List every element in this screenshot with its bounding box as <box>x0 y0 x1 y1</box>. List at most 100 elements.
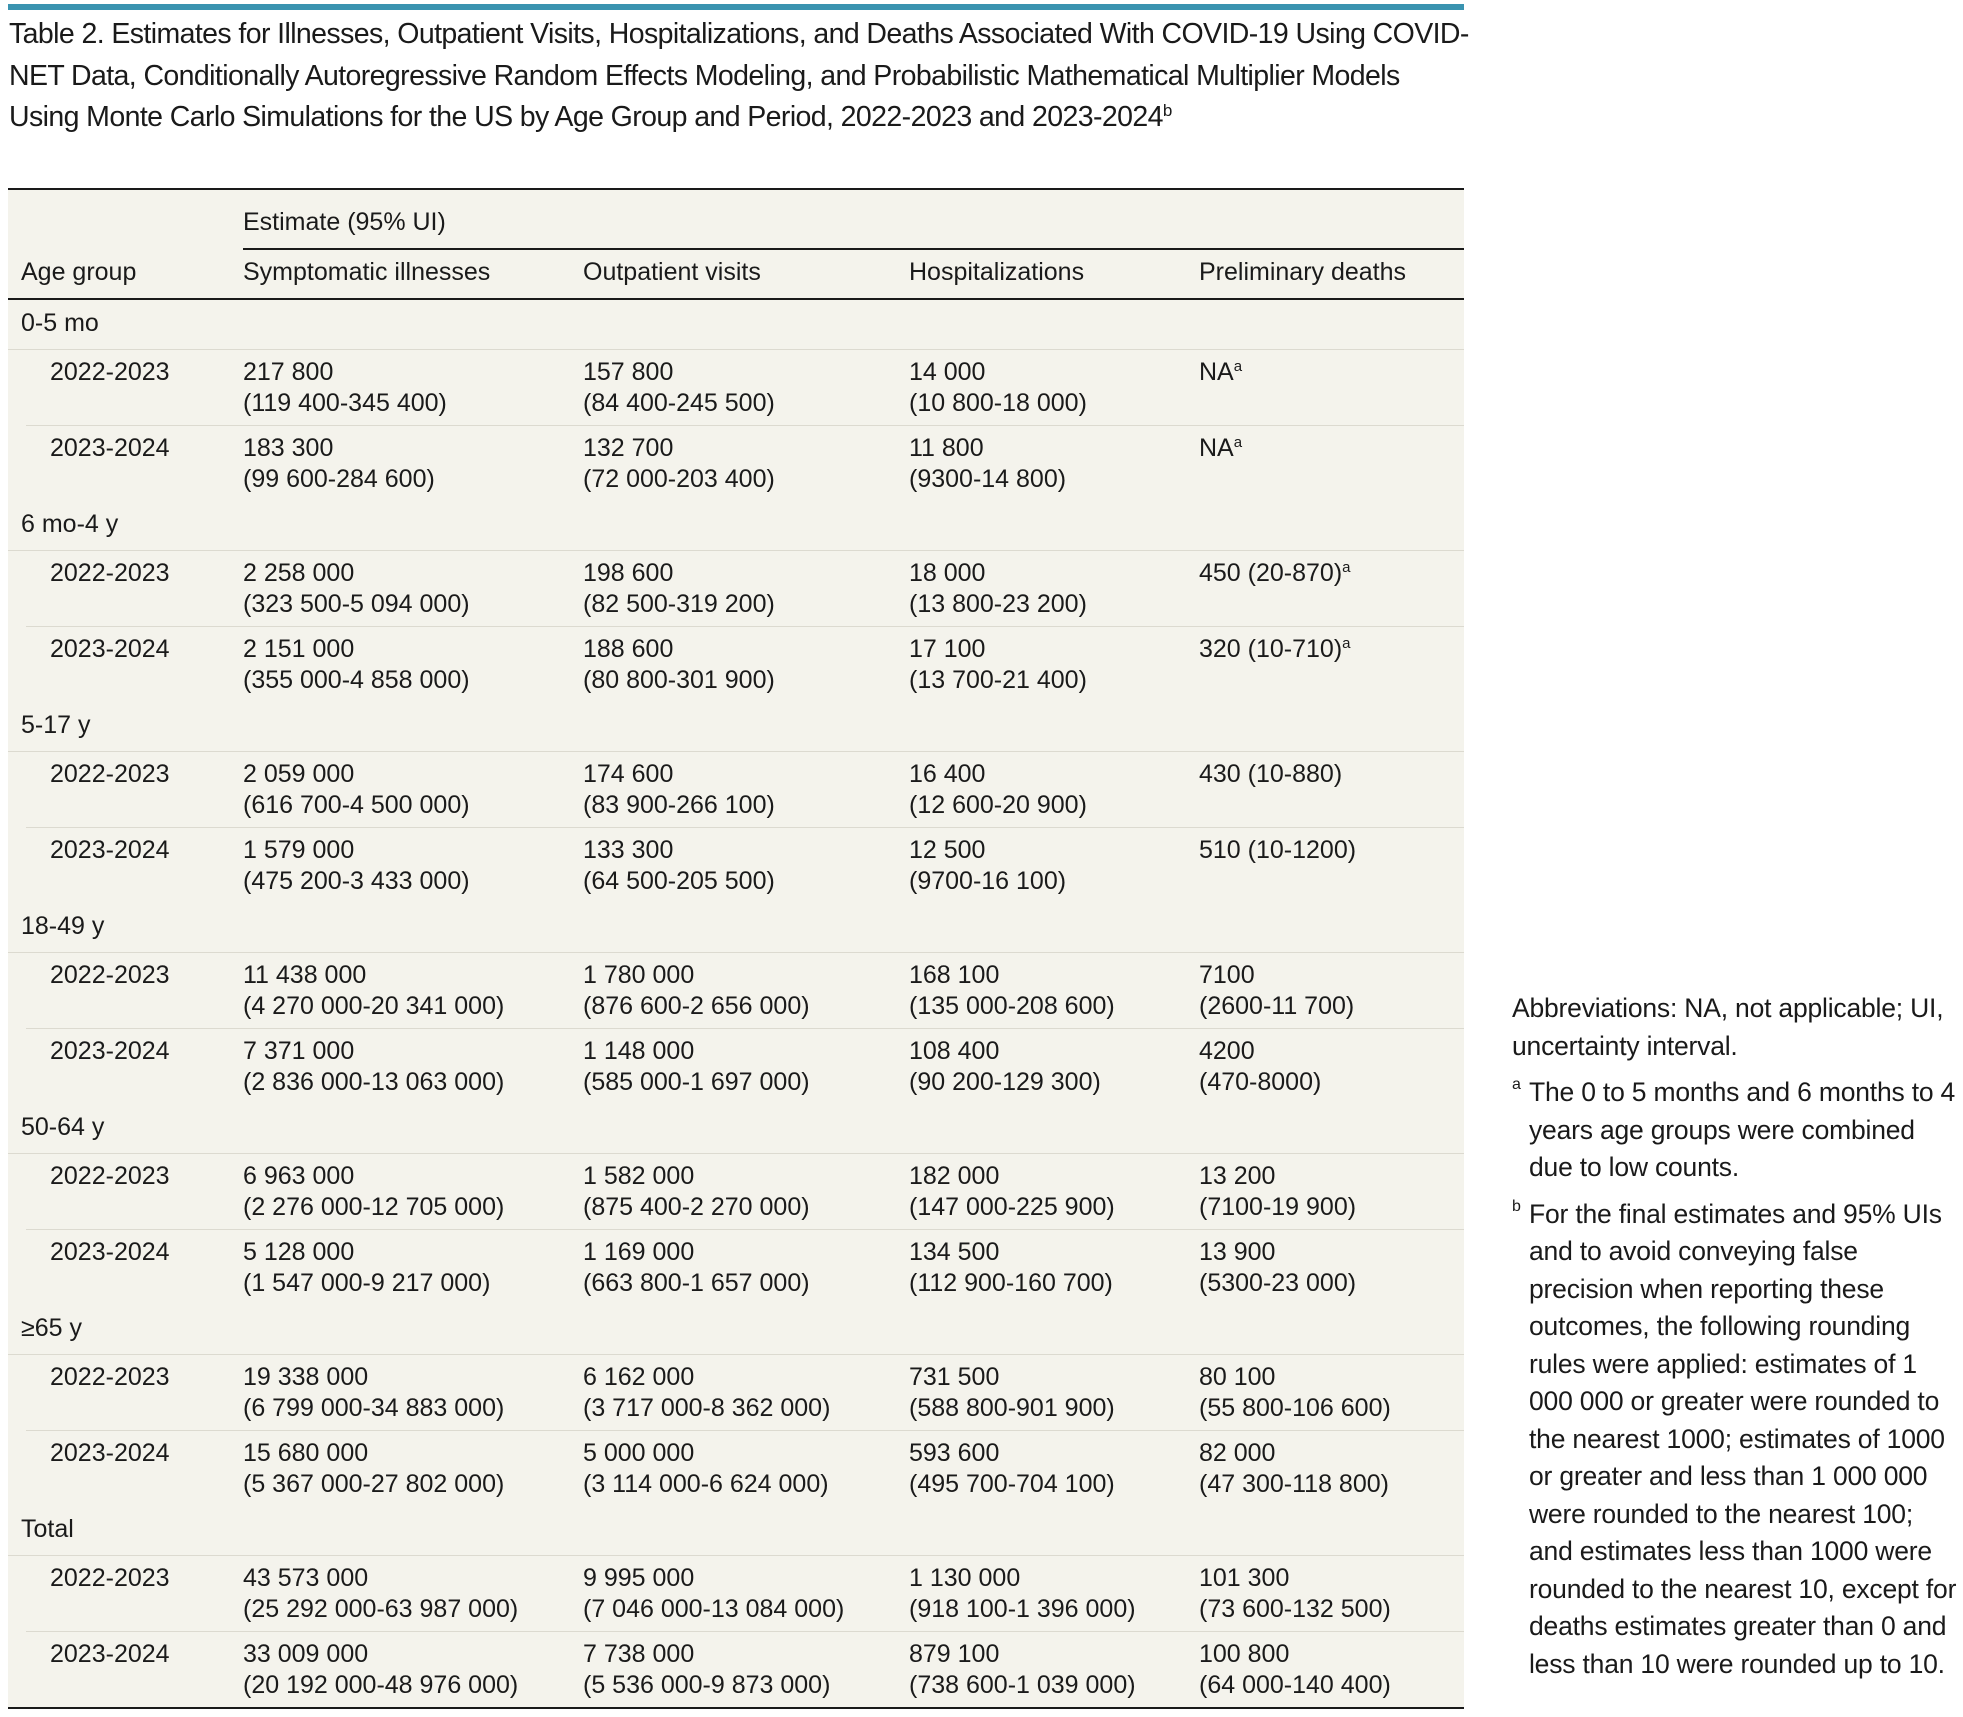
footnote-text: The 0 to 5 months and 6 months to 4 year… <box>1529 1077 1956 1182</box>
estimate-value: 14 000 <box>909 358 986 386</box>
uncertainty-interval: (3 114 000-6 624 000) <box>583 1470 829 1498</box>
age-group-label: 0-5 mo <box>21 309 99 337</box>
table-row: 2022-2023 11 438 000 (4 270 000-20 341 000… <box>26 953 1464 1029</box>
preliminary-deaths-cell: NAa <box>1199 357 1242 388</box>
uncertainty-interval: (135 000-208 600) <box>909 992 1115 1020</box>
table-row: 2022-2023 2 059 000 (616 700-4 500 000) 174… <box>26 752 1464 828</box>
estimate-value: 16 400 <box>909 760 986 788</box>
uncertainty-interval: (9700-16 100) <box>909 867 1067 895</box>
outpatient-visits-cell: 1 582 000 (875 400-2 270 000) <box>583 1161 810 1223</box>
spanning-header-rule <box>243 248 1464 250</box>
estimate-value: 2 151 000 <box>243 635 355 663</box>
uncertainty-interval: (82 500-319 200) <box>583 590 775 618</box>
estimate-value: 18 000 <box>909 559 986 587</box>
estimate-value: 15 680 000 <box>243 1439 369 1467</box>
uncertainty-interval: (588 800-901 900) <box>909 1394 1115 1422</box>
uncertainty-interval: (12 600-20 900) <box>909 791 1087 819</box>
uncertainty-interval: (5 536 000-9 873 000) <box>583 1671 831 1699</box>
footnote-mark: a <box>1342 559 1351 576</box>
estimate-value: 1 148 000 <box>583 1037 695 1065</box>
preliminary-deaths-cell: 82 000 (47 300-118 800) <box>1199 1438 1389 1500</box>
estimate-value: 6 963 000 <box>243 1162 355 1190</box>
uncertainty-interval: (470-8000) <box>1199 1068 1322 1096</box>
footnote-text: For the final estimates and 95% UIs and … <box>1529 1198 1957 1679</box>
preliminary-deaths-cell: 13 200 (7100-19 900) <box>1199 1161 1356 1223</box>
period-label: 2022-2023 <box>50 961 170 989</box>
age-group-rows: 2022-2023 6 963 000 (2 276 000-12 705 000)… <box>8 1154 1464 1305</box>
outpatient-visits-cell: 174 600 (83 900-266 100) <box>583 759 775 821</box>
preliminary-deaths-cell: 4200 (470-8000) <box>1199 1036 1321 1098</box>
estimate-value: 879 100 <box>909 1640 1000 1668</box>
estimate-value: 174 600 <box>583 760 674 788</box>
uncertainty-interval: (47 300-118 800) <box>1199 1470 1389 1498</box>
estimate-value: 17 100 <box>909 635 986 663</box>
age-group-row: ≥65 y <box>8 1305 1464 1355</box>
estimate-value: 1 582 000 <box>583 1162 695 1190</box>
estimate-value: 198 600 <box>583 559 674 587</box>
estimate-value: 450 (20-870) <box>1199 559 1343 587</box>
preliminary-deaths-cell: 100 800 (64 000-140 400) <box>1199 1639 1391 1701</box>
estimate-value: 5 000 000 <box>583 1439 695 1467</box>
hospitalizations-cell: 879 100 (738 600-1 039 000) <box>909 1639 1136 1701</box>
estimate-value: 134 500 <box>909 1238 1000 1266</box>
table-row: 2023-2024 1 579 000 (475 200-3 433 000) 133… <box>26 828 1464 903</box>
table-row: 2023-2024 7 371 000 (2 836 000-13 063 000)… <box>26 1029 1464 1104</box>
estimate-value: 9 995 000 <box>583 1564 695 1592</box>
age-group-rows: 2022-2023 217 800 (119 400-345 400) 157 800… <box>8 350 1464 501</box>
outpatient-visits-cell: 6 162 000 (3 717 000-8 362 000) <box>583 1362 830 1424</box>
uncertainty-interval: (7 046 000-13 084 000) <box>583 1595 845 1623</box>
age-group-label: 5-17 y <box>21 711 91 739</box>
estimate-value: 1 169 000 <box>583 1238 695 1266</box>
age-group-rows: 2022-2023 19 338 000 (6 799 000-34 883 000… <box>8 1355 1464 1506</box>
table-row: 2023-2024 183 300 (99 600-284 600) 132 700 (… <box>26 426 1464 501</box>
estimate-value: 6 162 000 <box>583 1363 695 1391</box>
age-group-row: 18-49 y <box>8 903 1464 953</box>
hospitalizations-cell: 134 500 (112 900-160 700) <box>909 1237 1113 1299</box>
uncertainty-interval: (9300-14 800) <box>909 465 1067 493</box>
symptomatic-illnesses-cell: 33 009 000 (20 192 000-48 976 000) <box>243 1639 518 1701</box>
symptomatic-illnesses-cell: 43 573 000 (25 292 000-63 987 000) <box>243 1563 518 1625</box>
estimate-value: 510 (10-1200) <box>1199 836 1357 864</box>
age-group-row: 5-17 y <box>8 702 1464 752</box>
age-group-rows: 2022-2023 2 258 000 (323 500-5 094 000) 198… <box>8 551 1464 702</box>
preliminary-deaths-cell: 13 900 (5300-23 000) <box>1199 1237 1356 1299</box>
preliminary-deaths-cell: 80 100 (55 800-106 600) <box>1199 1362 1391 1424</box>
estimate-value: 168 100 <box>909 961 1000 989</box>
uncertainty-interval: (616 700-4 500 000) <box>243 791 470 819</box>
uncertainty-interval: (90 200-129 300) <box>909 1068 1101 1096</box>
table-row: 2023-2024 2 151 000 (355 000-4 858 000) 188… <box>26 627 1464 702</box>
uncertainty-interval: (1 547 000-9 217 000) <box>243 1269 491 1297</box>
period-label: 2022-2023 <box>50 358 170 386</box>
uncertainty-interval: (20 192 000-48 976 000) <box>243 1671 519 1699</box>
uncertainty-interval: (5300-23 000) <box>1199 1269 1357 1297</box>
uncertainty-interval: (99 600-284 600) <box>243 465 435 493</box>
period-label: 2023-2024 <box>50 836 170 864</box>
estimate-value: 2 059 000 <box>243 760 355 788</box>
estimate-value: 5 128 000 <box>243 1238 355 1266</box>
estimate-value: NA <box>1199 434 1234 462</box>
estimate-value: 182 000 <box>909 1162 1000 1190</box>
age-group-row: 6 mo-4 y <box>8 501 1464 551</box>
uncertainty-interval: (112 900-160 700) <box>909 1269 1113 1297</box>
uncertainty-interval: (25 292 000-63 987 000) <box>243 1595 519 1623</box>
table-row: 2022-2023 19 338 000 (6 799 000-34 883 000… <box>26 1355 1464 1431</box>
estimate-value: 430 (10-880) <box>1199 760 1343 788</box>
age-group-row: 50-64 y <box>8 1104 1464 1154</box>
title-text: Table 2. Estimates for Illnesses, Outpat… <box>9 18 1469 133</box>
hospitalizations-cell: 593 600 (495 700-704 100) <box>909 1438 1115 1500</box>
uncertainty-interval: (663 800-1 657 000) <box>583 1269 810 1297</box>
uncertainty-interval: (147 000-225 900) <box>909 1193 1115 1221</box>
uncertainty-interval: (55 800-106 600) <box>1199 1394 1391 1422</box>
preliminary-deaths-cell: 7100 (2600-11 700) <box>1199 960 1354 1022</box>
hospitalizations-cell: 12 500 (9700-16 100) <box>909 835 1066 897</box>
period-label: 2023-2024 <box>50 1640 170 1668</box>
uncertainty-interval: (495 700-704 100) <box>909 1470 1115 1498</box>
age-group-label: Total <box>21 1515 74 1543</box>
period-label: 2022-2023 <box>50 1162 170 1190</box>
table-row: 2022-2023 43 573 000 (25 292 000-63 987 00… <box>26 1556 1464 1632</box>
uncertainty-interval: (10 800-18 000) <box>909 389 1087 417</box>
outpatient-visits-cell: 157 800 (84 400-245 500) <box>583 357 775 419</box>
symptomatic-illnesses-cell: 15 680 000 (5 367 000-27 802 000) <box>243 1438 504 1500</box>
period-label: 2023-2024 <box>50 635 170 663</box>
estimate-value: 217 800 <box>243 358 334 386</box>
